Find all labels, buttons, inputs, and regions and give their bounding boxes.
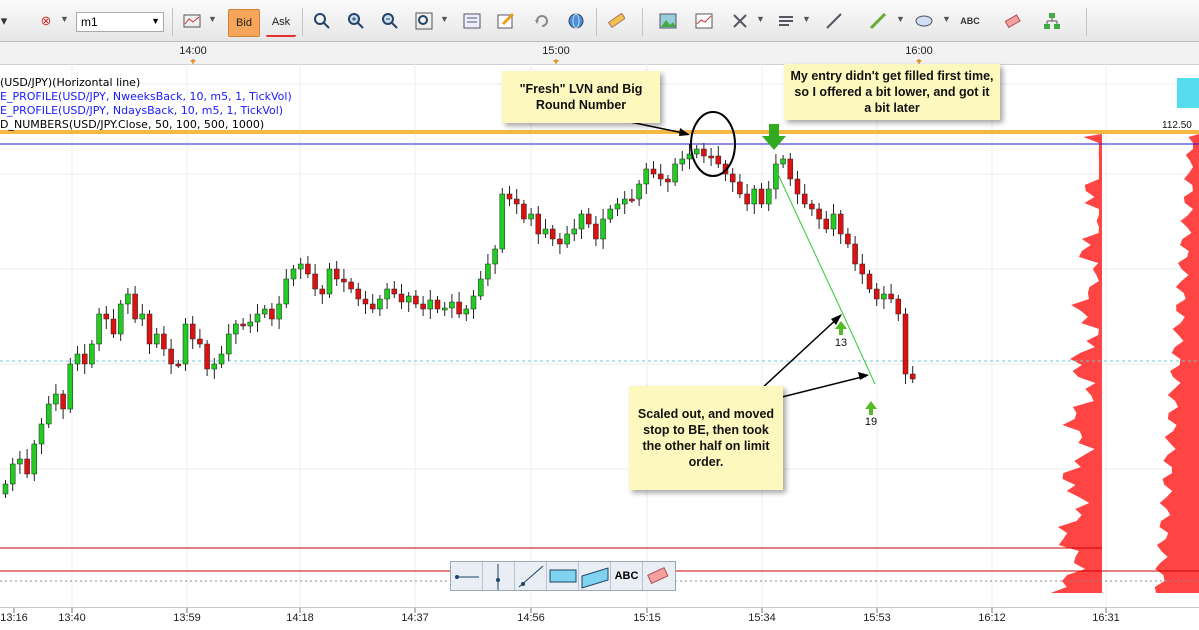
ask-button[interactable]: Ask (266, 9, 296, 37)
trade-count: 19 (865, 416, 877, 428)
legend-line: D_NUMBERS(USD/JPY.Close, 50, 100, 500, 1… (0, 118, 265, 131)
magnet-icon[interactable] (310, 9, 334, 33)
exit-arrow-icon (865, 401, 877, 415)
chart-type-icon[interactable] (180, 9, 204, 33)
pointer-arrow (769, 375, 867, 401)
x-axis-label: 15:34 (748, 612, 776, 624)
volume-profile (1154, 134, 1199, 593)
trade-line (776, 171, 876, 385)
timeframe-select[interactable]: m1 ▼ (76, 12, 164, 32)
x-axis-label: 16:12 (978, 612, 1006, 624)
bars-icon[interactable] (774, 9, 798, 33)
chevron-down-icon: ▼ (151, 16, 160, 26)
top-time-label: 16:00 (905, 45, 933, 57)
zoom-in-icon[interactable] (344, 9, 368, 33)
top-time-label: 15:00 (542, 45, 570, 57)
ruler-icon[interactable] (604, 9, 628, 33)
legend-line: (USD/JPY)(Horizontal line) (0, 76, 141, 89)
hierarchy-icon[interactable] (1040, 9, 1064, 33)
zoom-out-icon[interactable] (378, 9, 402, 33)
globe-icon[interactable] (564, 9, 588, 33)
callout-scaled-out: Scaled out, and moved stop to BE, then t… (629, 386, 783, 490)
top-time-scale: 14:00 15:00 16:00 (0, 42, 1199, 65)
bid-button[interactable]: Bid (228, 9, 260, 37)
x-axis-label: 14:18 (286, 612, 314, 624)
price-chart[interactable]: 13 19 (0, 64, 1199, 607)
toolbar: ▾ ⊗ ▼ m1 ▼ ▼ Bid Ask ▼ ▼ (0, 0, 1199, 42)
profile-bar (1177, 78, 1199, 108)
trade-count: 13 (835, 337, 847, 349)
chevron-down-icon[interactable]: ▼ (60, 14, 69, 24)
parallel-channel-tool-icon[interactable] (579, 562, 611, 590)
link-icon[interactable]: ⊗ (40, 13, 52, 28)
pointer-arrow (629, 121, 689, 135)
legend-line: E_PROFILE(USD/JPY, NweeksBack, 10, m5, 1… (0, 90, 292, 103)
edit-icon[interactable] (494, 9, 518, 33)
text-abc-icon[interactable]: ABC (960, 16, 980, 26)
bars-icon[interactable] (460, 9, 484, 33)
drawing-toolbar: ABC (450, 561, 676, 591)
exit-arrow-icon (835, 321, 847, 335)
volume-profile (1050, 134, 1102, 593)
top-time-label: 14:00 (179, 45, 207, 57)
callout-entry: My entry didn't get filled first time, s… (784, 64, 1000, 120)
horizontal-line-tool-icon[interactable] (451, 562, 483, 590)
x-axis-label: 14:56 (517, 612, 545, 624)
x-axis: 13:16 13:40 13:59 14:18 14:37 14:56 15:15 15:34… (0, 607, 1199, 630)
legend-line: E_PROFILE(USD/JPY, NdaysBack, 10, m5, 1,… (0, 104, 284, 117)
highlight-circle (690, 111, 736, 177)
line-icon[interactable] (822, 9, 846, 33)
refresh-icon[interactable] (530, 9, 554, 33)
zoom-fit-icon[interactable] (412, 9, 436, 33)
line-icon[interactable] (866, 9, 890, 33)
text-tool-icon[interactable]: ABC (611, 562, 643, 590)
x-axis-label: 13:16 (0, 612, 28, 624)
trend-line-tool-icon[interactable] (515, 562, 547, 590)
eraser-icon[interactable] (643, 562, 675, 590)
x-axis-label: 13:59 (173, 612, 201, 624)
eraser-icon[interactable] (1000, 9, 1024, 33)
tools-icon[interactable] (728, 9, 752, 33)
ellipse-icon[interactable] (912, 9, 936, 33)
entry-arrow-icon (762, 124, 786, 150)
x-axis-label: 13:40 (58, 612, 86, 624)
vertical-line-tool-icon[interactable] (483, 562, 515, 590)
x-axis-label: 14:37 (401, 612, 429, 624)
x-axis-label: 16:31 (1092, 612, 1120, 624)
chart-icon[interactable] (692, 9, 716, 33)
x-axis-label: 15:15 (633, 612, 661, 624)
chart-settings-icon[interactable]: ▾ (0, 13, 8, 28)
price-label: 112.50 (1162, 120, 1192, 131)
callout-fresh-lvn: "Fresh" LVN and Big Round Number (502, 71, 660, 123)
x-axis-label: 15:53 (863, 612, 891, 624)
image-icon[interactable] (656, 9, 680, 33)
channel-tool-icon[interactable] (547, 562, 579, 590)
pointer-arrow (759, 315, 841, 391)
